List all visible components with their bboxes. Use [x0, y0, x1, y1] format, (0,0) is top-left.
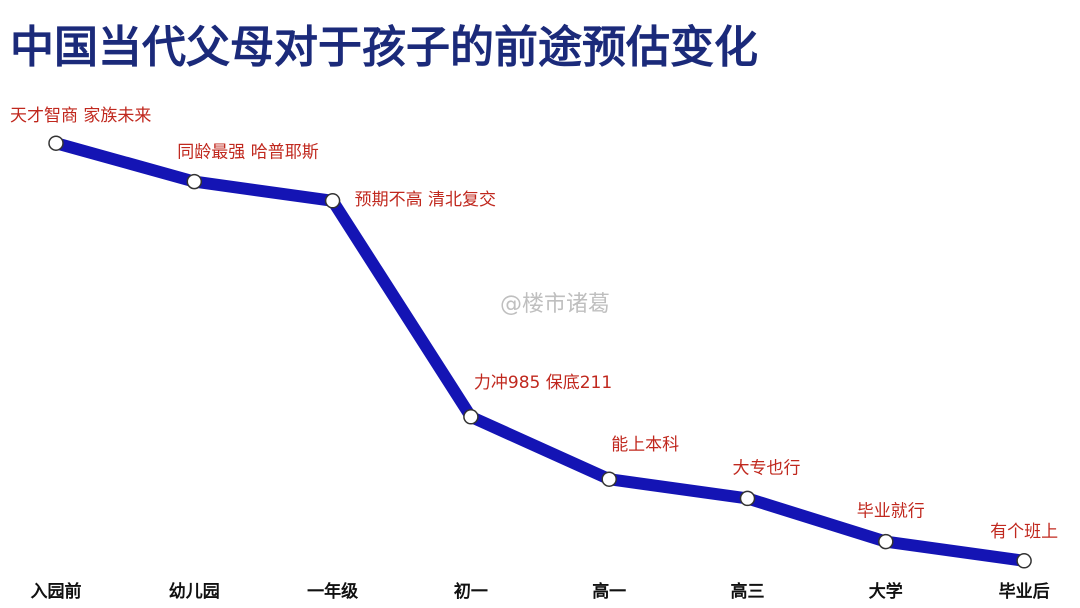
point [324, 193, 341, 209]
x-tick-label: 入园前 [31, 581, 82, 602]
point [48, 135, 64, 151]
annotation: 有个班上 [990, 522, 1058, 542]
annotation: 力冲985 保底211 [474, 373, 612, 393]
watermark: @楼市诸葛 [500, 292, 610, 317]
annotation: 预期不高 清北复交 [355, 190, 496, 210]
x-tick-label: 初一 [454, 581, 488, 602]
point [739, 490, 756, 507]
annotation: 大专也行 [733, 458, 801, 478]
point [601, 471, 617, 487]
point [878, 533, 894, 550]
annotation: 能上本科 [611, 435, 679, 455]
annotation: 毕业就行 [857, 502, 925, 522]
x-tick-label: 一年级 [307, 581, 358, 602]
point [463, 409, 479, 425]
x-tick-label: 幼儿园 [169, 581, 220, 602]
x-tick-label: 毕业后 [999, 582, 1050, 602]
annotation: 同龄最强 哈普耶斯 [177, 143, 318, 163]
annotation: 天才智商 家族未来 [10, 106, 151, 126]
point [186, 173, 203, 190]
x-tick-label: 大学 [869, 581, 903, 602]
point [1016, 553, 1032, 569]
chart-title: 中国当代父母对于孩子的前途预估变化 [10, 22, 758, 73]
line [50, 137, 1031, 567]
x-tick-label: 高一 [592, 581, 626, 602]
x-tick-label: 高三 [731, 581, 765, 602]
